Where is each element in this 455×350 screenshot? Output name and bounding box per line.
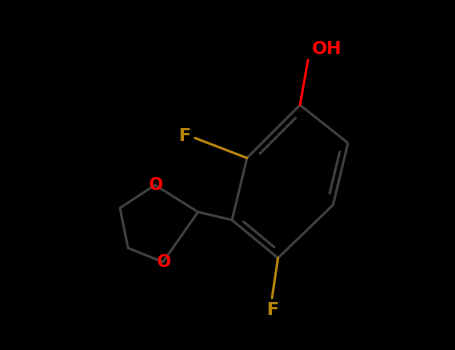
Text: O: O (148, 176, 162, 194)
Text: F: F (266, 301, 278, 319)
Text: O: O (156, 253, 170, 271)
Text: OH: OH (311, 40, 341, 58)
Text: F: F (179, 127, 191, 145)
